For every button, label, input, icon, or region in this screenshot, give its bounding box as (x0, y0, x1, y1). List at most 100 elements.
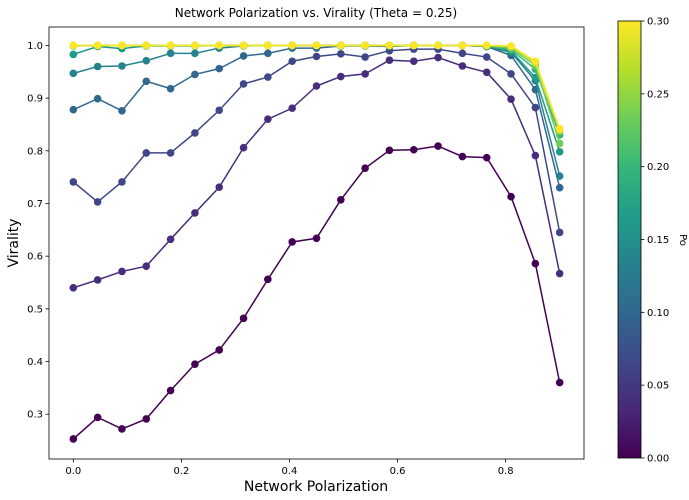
series-2 (69, 45, 564, 237)
data-point (215, 183, 224, 191)
data-point (69, 69, 78, 78)
data-point (166, 235, 175, 244)
y-tick-label: 1.0 (27, 41, 43, 52)
data-point (458, 49, 467, 58)
data-point (264, 115, 272, 123)
colorbar-tick-label: 0.05 (647, 381, 669, 392)
data-point (482, 153, 491, 162)
data-point (191, 49, 199, 58)
data-point (142, 56, 151, 65)
data-point (142, 262, 151, 270)
data-point (166, 49, 175, 58)
chart-title: Network Polarization vs. Virality (Theta… (175, 6, 457, 20)
data-point (312, 234, 321, 243)
data-point (118, 41, 126, 50)
data-point (264, 73, 272, 81)
data-point (69, 283, 78, 292)
y-tick-label: 0.4 (27, 357, 43, 368)
x-tick-label: 0.4 (282, 466, 298, 477)
data-point (93, 62, 102, 71)
data-point (93, 94, 102, 103)
data-point (288, 57, 296, 66)
data-point (555, 269, 564, 278)
data-point (93, 276, 102, 284)
data-point (191, 360, 199, 368)
colorbar-tick-label: 0.30 (647, 17, 669, 28)
data-point (239, 143, 248, 152)
data-point (531, 259, 540, 268)
data-point (337, 196, 345, 204)
data-point (288, 238, 296, 246)
data-point (555, 124, 564, 133)
data-point (361, 53, 369, 61)
data-point (337, 72, 345, 81)
data-point (531, 151, 540, 160)
y-axis-label: Virality (6, 218, 22, 267)
data-point (215, 106, 224, 115)
colorbar-tick-label: 0.10 (647, 308, 669, 319)
data-point (507, 42, 515, 50)
data-point (215, 346, 224, 354)
y-tick-label: 0.8 (27, 146, 43, 157)
data-point (531, 103, 540, 112)
y-axis: 0.3 0.4 0.5 0.6 0.7 0.8 0.9 1.0 (27, 41, 49, 421)
data-point (69, 41, 78, 50)
data-point (555, 378, 564, 387)
colorbar-tick-label: 0.20 (647, 162, 669, 173)
data-point (239, 52, 248, 60)
series-0 (69, 142, 564, 443)
data-point (118, 267, 126, 276)
data-point (191, 209, 199, 217)
data-point (482, 41, 491, 50)
data-point (385, 56, 394, 64)
data-point (555, 148, 564, 156)
data-point (118, 178, 126, 186)
data-point (166, 41, 175, 50)
data-point (166, 84, 175, 93)
data-point (239, 80, 248, 88)
y-tick-label: 0.7 (27, 199, 43, 210)
data-point (409, 41, 418, 50)
data-point (93, 413, 102, 422)
data-point (118, 106, 126, 115)
data-point (458, 62, 467, 70)
data-point (191, 41, 199, 50)
data-point (312, 52, 321, 61)
data-point (337, 50, 345, 58)
x-tick-label: 0.2 (173, 466, 189, 477)
data-point (93, 198, 102, 206)
data-point (142, 77, 151, 86)
colorbar-ticks: 0.00 0.05 0.10 0.15 0.20 0.25 0.30 (641, 17, 669, 465)
data-point (507, 192, 515, 201)
data-point (361, 70, 369, 78)
y-tick-label: 0.6 (27, 252, 43, 263)
data-point (555, 172, 564, 180)
x-tick-label: 0.6 (390, 466, 406, 477)
data-point (93, 41, 102, 50)
data-point (531, 57, 540, 66)
data-point (409, 145, 418, 154)
data-point (142, 41, 151, 50)
data-point (118, 62, 126, 70)
data-point (69, 435, 78, 443)
colorbar (617, 20, 642, 459)
x-tick-label: 0.8 (498, 466, 514, 477)
y-tick-label: 0.5 (27, 304, 43, 315)
data-point (69, 178, 78, 186)
x-axis-label: Network Polarization (244, 479, 388, 495)
data-point (166, 149, 175, 157)
data-point (482, 68, 491, 77)
data-point (215, 41, 224, 50)
data-point (458, 41, 467, 50)
data-point (288, 104, 296, 112)
data-point (482, 53, 491, 61)
data-point (555, 228, 564, 237)
data-point (409, 57, 418, 66)
data-point (361, 41, 369, 50)
y-tick-label: 0.3 (27, 410, 43, 421)
y-tick-label: 0.9 (27, 94, 43, 105)
data-point (434, 53, 442, 62)
series-1 (69, 53, 564, 292)
data-point (69, 50, 78, 59)
